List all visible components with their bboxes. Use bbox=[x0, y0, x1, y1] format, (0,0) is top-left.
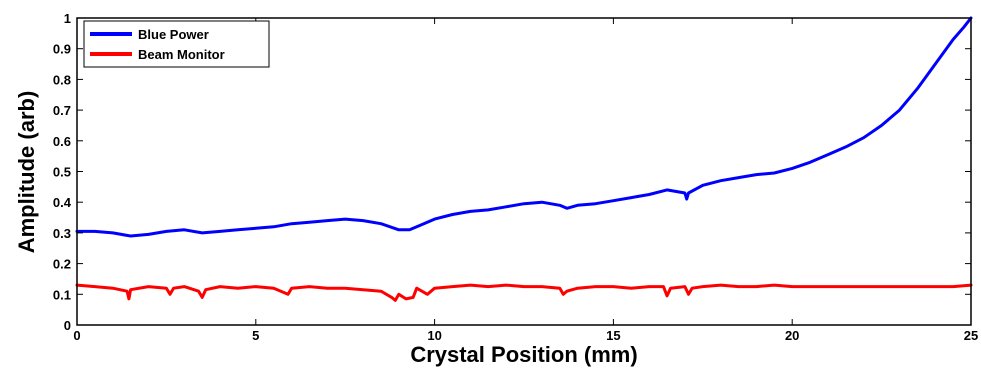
x-tick-label: 15 bbox=[606, 328, 620, 343]
series-layer bbox=[75, 16, 973, 302]
y-tick-label: 0.4 bbox=[53, 195, 72, 210]
series-line-blue-power bbox=[75, 16, 973, 238]
y-axis-title: Amplitude (arb) bbox=[14, 91, 39, 254]
y-tick-label: 0.5 bbox=[53, 165, 71, 180]
x-tick-label: 5 bbox=[252, 328, 259, 343]
y-tick-label: 0.7 bbox=[53, 103, 71, 118]
x-axis-title: Crystal Position (mm) bbox=[410, 342, 637, 367]
x-tick-label: 25 bbox=[964, 328, 978, 343]
x-tick-label: 10 bbox=[427, 328, 441, 343]
legend-label: Beam Monitor bbox=[138, 47, 225, 62]
plot-area bbox=[77, 18, 971, 325]
series-line-beam-monitor bbox=[75, 283, 973, 302]
y-tick-label: 0.1 bbox=[53, 287, 71, 302]
y-tick-label: 0.9 bbox=[53, 42, 71, 57]
legend-label: Blue Power bbox=[138, 27, 209, 42]
y-tick-label: 0.3 bbox=[53, 226, 71, 241]
x-tick-label: 20 bbox=[785, 328, 799, 343]
legend: Blue Power Beam Monitor bbox=[83, 20, 270, 68]
x-tick-label: 0 bbox=[73, 328, 80, 343]
y-tick-label: 0 bbox=[64, 318, 71, 333]
y-tick-label: 0.8 bbox=[53, 72, 71, 87]
y-axis: 0 0.1 0.2 0.3 0.4 0.5 0.6 0.7 0.8 0.9 1 bbox=[53, 11, 971, 333]
y-tick-label: 1 bbox=[64, 11, 71, 26]
y-tick-label: 0.2 bbox=[53, 257, 71, 272]
legend-box bbox=[83, 20, 270, 68]
y-tick-label: 0.6 bbox=[53, 134, 71, 149]
x-axis: 0 5 10 15 20 25 bbox=[73, 18, 978, 343]
